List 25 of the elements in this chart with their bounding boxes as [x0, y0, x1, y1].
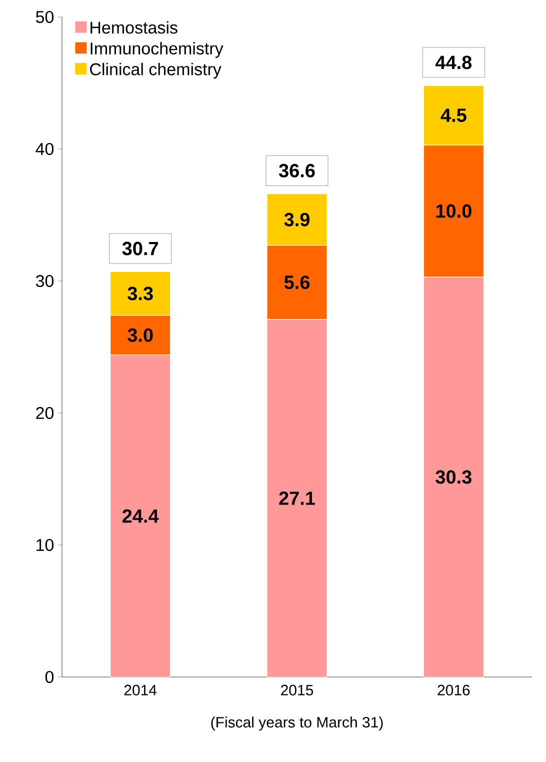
y-tick-label: 30 — [36, 274, 54, 288]
data-label: 10.0 — [436, 204, 472, 218]
data-label: 5.6 — [284, 276, 310, 290]
data-label: 3.9 — [284, 212, 310, 226]
y-tick-label: 50 — [36, 10, 54, 24]
legend-label: Hemostasis — [90, 21, 178, 34]
total-label: 44.8 — [435, 56, 472, 70]
x-tick-label: 2014 — [124, 684, 157, 696]
data-label: 27.1 — [279, 492, 315, 505]
legend-label: Clinical chemistry — [90, 62, 222, 79]
y-tick-label: 40 — [36, 142, 54, 156]
data-label: 3.3 — [128, 286, 153, 300]
x-axis-title: (Fiscal years to March 31) — [211, 716, 383, 731]
data-label: 4.5 — [440, 108, 466, 122]
legend-label: Immunochemistry — [90, 42, 224, 58]
data-label: 24.4 — [122, 509, 159, 523]
total-label: 36.6 — [278, 164, 315, 178]
x-tick-label: 2016 — [438, 684, 470, 696]
x-tick-label: 2015 — [281, 684, 314, 696]
total-label: 30.7 — [122, 242, 158, 256]
data-label: 3.0 — [128, 328, 153, 342]
y-tick-label: 0 — [45, 670, 54, 684]
y-tick-label: 10 — [36, 538, 54, 552]
y-tick-label: 20 — [36, 406, 54, 420]
data-label: 30.3 — [436, 470, 472, 484]
